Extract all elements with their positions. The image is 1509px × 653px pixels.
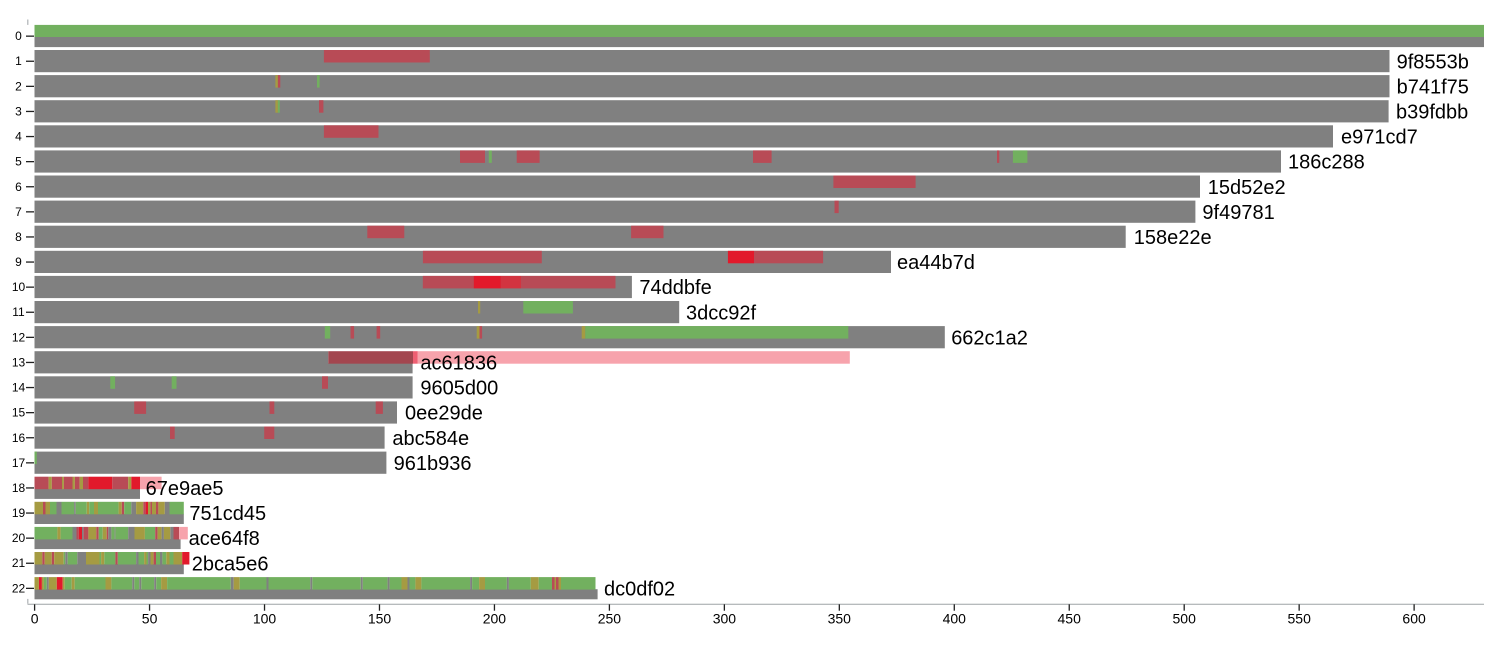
svg-text:5: 5 — [15, 155, 22, 169]
svg-text:6: 6 — [15, 180, 22, 194]
svg-text:9f8553b: 9f8553b — [1397, 51, 1469, 73]
svg-text:3: 3 — [15, 105, 22, 119]
svg-text:751cd45: 751cd45 — [189, 503, 266, 525]
svg-text:500: 500 — [1173, 610, 1197, 626]
svg-text:0: 0 — [31, 610, 39, 626]
svg-text:550: 550 — [1288, 610, 1312, 626]
svg-text:9f49781: 9f49781 — [1202, 202, 1274, 224]
svg-text:dc0df02: dc0df02 — [604, 578, 675, 600]
svg-text:22: 22 — [12, 581, 26, 595]
svg-text:158e22e: 158e22e — [1134, 227, 1212, 249]
svg-text:74ddbfe: 74ddbfe — [639, 277, 711, 299]
svg-text:2bca5e6: 2bca5e6 — [192, 553, 269, 575]
svg-text:ac61836: ac61836 — [420, 353, 497, 375]
svg-text:200: 200 — [483, 610, 507, 626]
svg-text:186c288: 186c288 — [1288, 152, 1365, 174]
svg-text:abc584e: abc584e — [392, 428, 469, 450]
svg-text:ea44b7d: ea44b7d — [897, 252, 975, 274]
svg-text:1: 1 — [15, 54, 22, 68]
svg-text:e971cd7: e971cd7 — [1341, 127, 1418, 149]
svg-text:12: 12 — [12, 330, 26, 344]
svg-text:67e9ae5: 67e9ae5 — [146, 478, 224, 500]
svg-text:662c1a2: 662c1a2 — [951, 327, 1028, 349]
svg-text:450: 450 — [1058, 610, 1082, 626]
svg-text:100: 100 — [253, 610, 277, 626]
svg-text:b741f75: b741f75 — [1397, 76, 1469, 98]
svg-text:3dcc92f: 3dcc92f — [686, 302, 756, 324]
svg-text:9605d00: 9605d00 — [420, 378, 498, 400]
svg-text:0: 0 — [15, 29, 22, 43]
svg-text:ace64f8: ace64f8 — [189, 528, 260, 550]
svg-text:9: 9 — [15, 255, 22, 269]
svg-text:16: 16 — [12, 431, 26, 445]
svg-text:250: 250 — [598, 610, 622, 626]
svg-text:20: 20 — [12, 531, 26, 545]
svg-text:400: 400 — [943, 610, 967, 626]
svg-text:8: 8 — [15, 230, 22, 244]
svg-text:15: 15 — [12, 406, 26, 420]
svg-text:b39fdbb: b39fdbb — [1396, 102, 1468, 124]
svg-text:17: 17 — [12, 456, 26, 470]
svg-text:4: 4 — [15, 130, 22, 144]
svg-text:19: 19 — [12, 506, 26, 520]
svg-text:0ee29de: 0ee29de — [405, 403, 483, 425]
svg-text:350: 350 — [828, 610, 852, 626]
svg-text:13: 13 — [12, 355, 26, 369]
svg-text:300: 300 — [713, 610, 737, 626]
svg-text:15d52e2: 15d52e2 — [1208, 177, 1286, 199]
svg-text:2: 2 — [15, 79, 22, 93]
svg-text:961b936: 961b936 — [394, 453, 472, 475]
svg-text:14: 14 — [12, 381, 26, 395]
svg-text:11: 11 — [12, 305, 25, 319]
svg-text:21: 21 — [12, 556, 26, 570]
svg-text:10: 10 — [12, 280, 26, 294]
svg-text:7: 7 — [15, 205, 22, 219]
svg-text:600: 600 — [1402, 610, 1426, 626]
svg-text:50: 50 — [142, 610, 158, 626]
svg-text:18: 18 — [12, 481, 26, 495]
svg-text:150: 150 — [368, 610, 392, 626]
